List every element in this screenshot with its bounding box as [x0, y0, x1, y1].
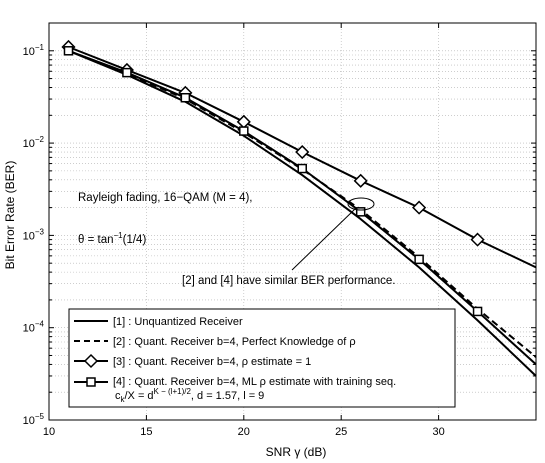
series-3-diamond-marker	[353, 173, 368, 188]
annotation-pointer-line	[291, 208, 356, 271]
y-tick-base: 10	[23, 138, 35, 150]
legend-label-4: [4] : Quant. Receiver b=4, ML ρ estimate…	[113, 376, 396, 388]
series-markers	[61, 39, 485, 317]
y-tick-base: 10	[23, 230, 35, 242]
axis-ticks	[48, 22, 536, 421]
legend-label-3: [3] : Quant. Receiver b=4, ρ estimate = …	[113, 356, 311, 368]
legend-c-symbol: c	[115, 390, 121, 402]
x-tick-label: 15	[140, 426, 152, 438]
legend-label-1: [1] : Unquantized Receiver	[113, 316, 243, 328]
y-tick-exponent: −3	[35, 227, 45, 236]
y-tick-exponent: −1	[35, 43, 45, 52]
y-tick-exponent: −4	[35, 320, 45, 329]
x-tick-label: 30	[432, 426, 444, 438]
condition-annotation: Rayleigh fading, 16−QAM (M = 4),	[78, 192, 253, 204]
y-axis-title: Bit Error Rate (BER)	[3, 161, 17, 270]
legend-marker-3	[83, 353, 99, 369]
x-axis-title: SNR γ (dB)	[266, 445, 327, 459]
series-3-diamond-marker	[295, 144, 310, 160]
y-tick-label: 10−2	[23, 135, 45, 150]
x-tick-label: 20	[238, 426, 250, 438]
y-tick-base: 10	[23, 415, 35, 427]
legend-marker-4	[86, 377, 96, 387]
series-4-square-marker	[355, 207, 366, 217]
y-tick-label: 10−1	[23, 43, 45, 58]
y-tick-exponent: −2	[35, 135, 45, 144]
legend-c-subscript: k	[121, 395, 126, 404]
plot-frame	[48, 22, 537, 421]
legend-c-middle: /X = d	[125, 390, 154, 402]
theta-text: θ = tan	[78, 234, 114, 246]
y-tick-exponent: −5	[35, 412, 45, 421]
series-4-square-marker	[239, 126, 249, 136]
theta-argument: (1/4)	[123, 234, 147, 246]
legend-c-tail: , d = 1.57, l = 9	[191, 390, 264, 402]
similar-performance-ellipse	[347, 197, 375, 211]
y-tick-label: 10−5	[23, 412, 45, 427]
legend: [1] : Unquantized Receiver [2] : Quant. …	[68, 308, 456, 408]
legend-label-2: [2] : Quant. Receiver b=4, Perfect Knowl…	[113, 336, 356, 348]
series-3-diamond-marker	[412, 200, 427, 215]
similar-performance-annotation: [2] and [4] have similar BER performance…	[182, 275, 396, 287]
legend-c-superscript: K − (l+1)/2	[154, 387, 192, 396]
legend-box	[68, 308, 456, 408]
series-4-square-marker	[472, 306, 483, 317]
y-tick-base: 10	[23, 46, 35, 58]
y-tick-label: 10−4	[23, 320, 45, 335]
y-tick-base: 10	[23, 323, 35, 335]
x-tick-label: 10	[43, 426, 55, 438]
series-4-square-marker	[180, 92, 191, 103]
theta-exponent: −1	[114, 231, 124, 240]
series-4-square-marker	[63, 46, 74, 56]
x-tick-label: 25	[335, 426, 347, 438]
series-line-1	[68, 49, 537, 377]
series-4-square-marker	[414, 254, 424, 265]
theta-annotation: θ = tan−1(1/4)	[78, 231, 146, 246]
legend-parameter-line: ck/X = dK − (l+1)/2, d = 1.57, l = 9	[115, 387, 264, 404]
y-tick-label: 10−3	[23, 227, 45, 242]
series-4-square-marker	[297, 163, 307, 174]
series-4-square-marker	[122, 67, 132, 78]
series-3-diamond-marker	[470, 232, 485, 247]
